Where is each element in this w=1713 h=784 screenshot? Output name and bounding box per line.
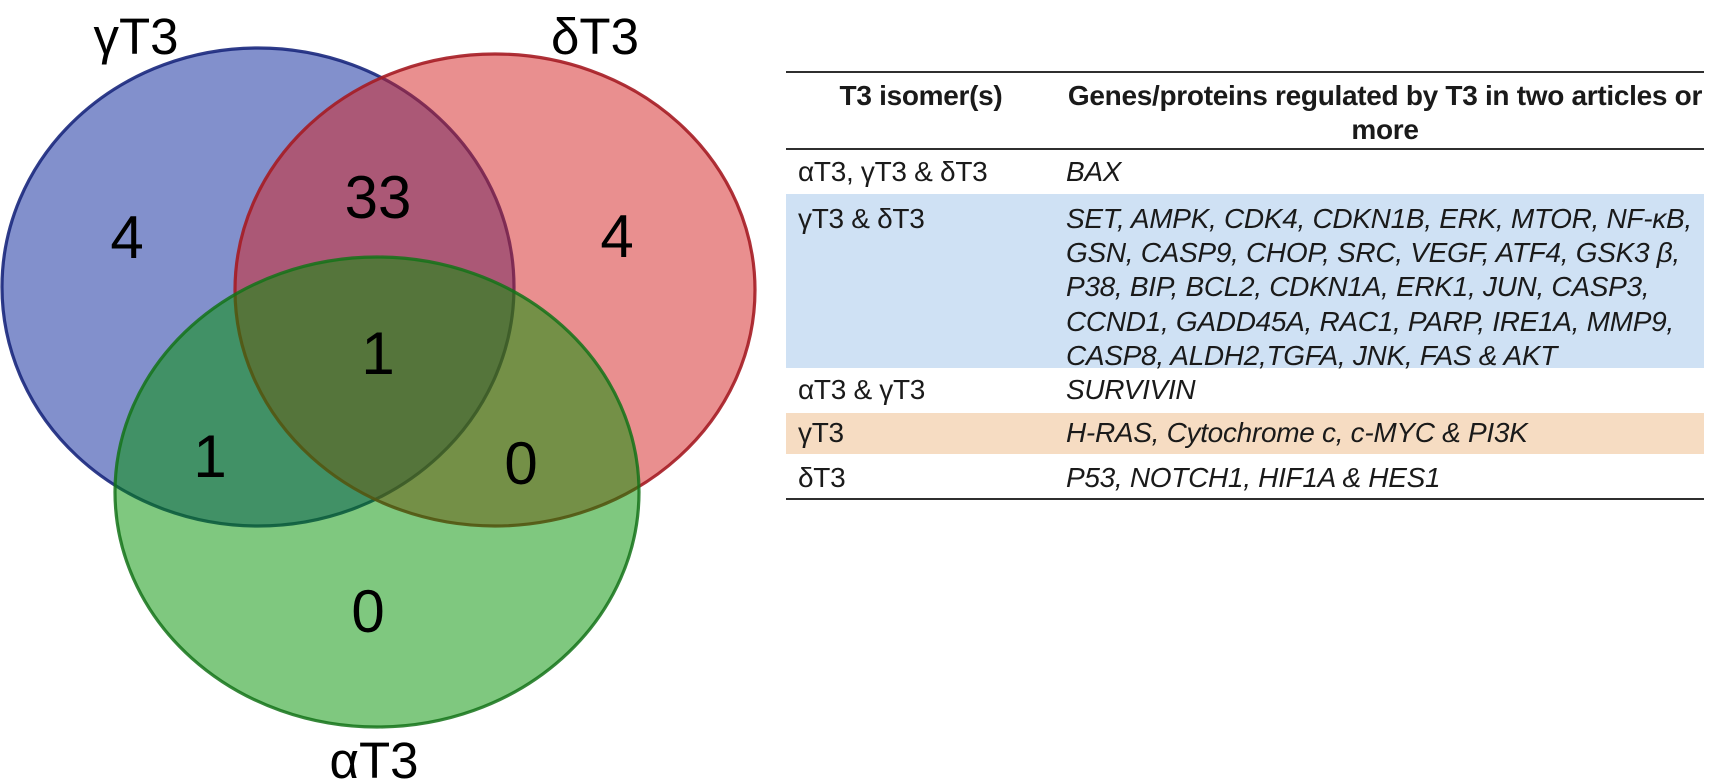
svg-text:δT3: δT3 (551, 8, 639, 65)
svg-text:αT3: αT3 (329, 732, 418, 784)
svg-text:4: 4 (600, 203, 633, 270)
svg-text:0: 0 (351, 578, 384, 645)
svg-text:γT3: γT3 (93, 8, 178, 65)
svg-text:33: 33 (345, 164, 412, 231)
svg-text:1: 1 (193, 423, 226, 490)
svg-text:1: 1 (361, 320, 394, 387)
svg-text:4: 4 (110, 204, 143, 271)
svg-text:0: 0 (504, 430, 537, 497)
